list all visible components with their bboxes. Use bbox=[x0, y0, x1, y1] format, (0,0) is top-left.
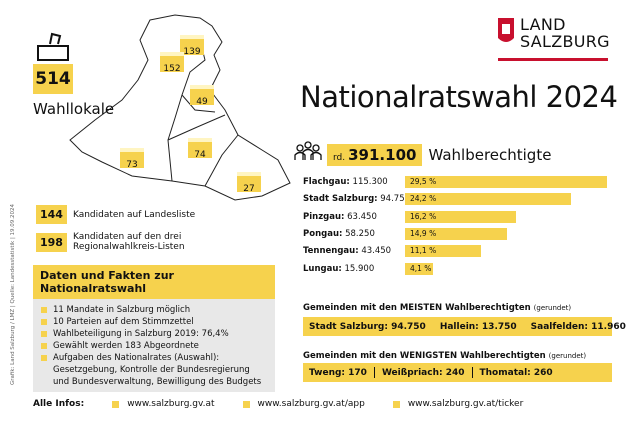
category: Pinzgau: bbox=[303, 211, 345, 222]
eligible-prefix: rd. bbox=[333, 153, 346, 163]
bar-label: Stadt Salzburg: 94.750 bbox=[303, 192, 410, 206]
fact-item: Gewählt werden 183 Abgeordnete bbox=[41, 340, 267, 352]
candidate-row: 198 Kandidaten auf den drei Regionalwahlk… bbox=[36, 232, 206, 252]
candidate-row: 144 Kandidaten auf Landesliste bbox=[36, 205, 206, 224]
category: Lungau: bbox=[303, 263, 342, 274]
fewest-note: (gerundet) bbox=[548, 352, 587, 360]
category-count: 115.300 bbox=[352, 177, 388, 187]
map bbox=[69, 14, 291, 201]
fewest-item: Weißpriach: 240 bbox=[381, 367, 465, 378]
bar-label: Lungau: 15.900 bbox=[303, 262, 374, 276]
facts: Daten und Fakten zur Nationalratswahl 11… bbox=[33, 265, 275, 392]
bar-label: Pongau: 58.250 bbox=[303, 227, 375, 241]
bar: 14,9 % bbox=[405, 227, 508, 240]
fact-item: Wahlbeteiligung in Salzburg 2019: 76,4% bbox=[41, 328, 267, 340]
fewest-item: Thomatal: 260 bbox=[479, 367, 553, 378]
category: Pongau: bbox=[303, 228, 343, 239]
bar: 29,5 % bbox=[405, 176, 608, 188]
footer-link: www.salzburg.gv.at bbox=[112, 399, 214, 409]
fewest-list: Tweng: 170 Weißpriach: 240 Thomatal: 260 bbox=[303, 363, 612, 382]
bar: 11,1 % bbox=[405, 245, 482, 258]
people-icon bbox=[294, 141, 322, 160]
polling-count: 514 bbox=[33, 64, 73, 94]
logo-line: LAND bbox=[520, 15, 566, 34]
logo-crest bbox=[498, 18, 608, 61]
candidate-count: 144 bbox=[36, 205, 67, 224]
category-count: 63.450 bbox=[347, 211, 377, 222]
most-title: Gemeinden mit den MEISTEN Wahlberechtigt… bbox=[303, 303, 571, 313]
fewest-title: Gemeinden mit den WENIGSTEN Wahlberechti… bbox=[303, 351, 586, 361]
map-count: 27 bbox=[237, 172, 261, 194]
title: Nationalratswahl 2024 bbox=[300, 80, 618, 114]
category-count: 15.900 bbox=[344, 263, 375, 274]
category-count: 94.750 bbox=[380, 194, 411, 205]
fact-item: 10 Parteien auf dem Stimmzettel bbox=[41, 316, 267, 328]
logo: LAND SALZBURG bbox=[520, 16, 610, 50]
credit: Grafik: Land Salzburg / LMZ | Quelle: La… bbox=[10, 203, 16, 385]
fewest-title-text: Gemeinden mit den WENIGSTEN Wahlberechti… bbox=[303, 351, 546, 361]
map-count: 74 bbox=[188, 138, 212, 160]
bar-label: Tennengau: 43.450 bbox=[303, 244, 391, 258]
candidate-count: 198 bbox=[36, 232, 67, 252]
most-item: Stadt Salzburg: 94.750 bbox=[309, 321, 426, 332]
category-count: 43.450 bbox=[361, 246, 392, 257]
footer-link: www.salzburg.gv.at/app bbox=[243, 399, 365, 409]
most-list: Stadt Salzburg: 94.750 Hallein: 13.750 Saa… bbox=[303, 317, 626, 336]
map-count: 152 bbox=[160, 52, 184, 74]
facts-list: 11 Mandate in Salzburg möglich 10 Parteie… bbox=[33, 299, 275, 392]
candidate-text: Kandidaten auf Landesliste bbox=[72, 209, 196, 220]
most-note: (gerundet) bbox=[533, 304, 572, 312]
polling-label: Wahllokale bbox=[33, 100, 115, 118]
eligible-total-box: rd. 391.100 bbox=[327, 144, 423, 166]
bar: 4,1 % bbox=[405, 262, 434, 275]
category: Stadt Salzburg: bbox=[303, 194, 378, 205]
category: Tennengau: bbox=[303, 246, 359, 257]
facts-title: Daten und Fakten zur Nationalratswahl bbox=[33, 265, 275, 299]
logo-line: SALZBURG bbox=[520, 32, 610, 51]
ballot-icon bbox=[37, 32, 69, 61]
most-title-text: Gemeinden mit den MEISTEN Wahlberechtigt… bbox=[303, 303, 531, 313]
fewest-item: Tweng: 170 bbox=[309, 367, 367, 378]
map-count: 49 bbox=[190, 85, 214, 107]
footer-label: Alle Infos: bbox=[33, 399, 85, 409]
footer-link: www.salzburg.gv.at/ticker bbox=[393, 399, 523, 409]
eligible-label: Wahlberechtigte bbox=[428, 146, 552, 164]
most-item: Hallein: 13.750 bbox=[439, 321, 517, 332]
most-item: Saalfelden: 11.960 bbox=[530, 321, 626, 332]
bar-label: Flachgau: 115.300 bbox=[303, 175, 388, 189]
bar: 24,2 % bbox=[405, 193, 571, 206]
fact-item: Aufgaben des Nationalrates (Auswahl): Ge… bbox=[41, 352, 267, 388]
eligible-total: 391.100 bbox=[348, 146, 417, 164]
category: Flachgau: bbox=[303, 177, 350, 187]
separator bbox=[471, 367, 473, 378]
fact-item: 11 Mandate in Salzburg möglich bbox=[41, 304, 267, 316]
map-count: 139 bbox=[180, 35, 204, 57]
category-count: 58.250 bbox=[345, 228, 375, 239]
map-count: 73 bbox=[120, 148, 144, 170]
bar: 16,2 % bbox=[405, 210, 516, 223]
candidate-text: Kandidaten auf den drei Regionalwahlkrei… bbox=[72, 232, 185, 252]
bar-label: Pinzgau: 63.450 bbox=[303, 210, 377, 224]
footer: Alle Infos: www.salzburg.gv.at www.salzbu… bbox=[33, 399, 523, 409]
eligible: rd. 391.100 Wahlberechtigte bbox=[293, 144, 551, 166]
separator bbox=[373, 367, 375, 378]
